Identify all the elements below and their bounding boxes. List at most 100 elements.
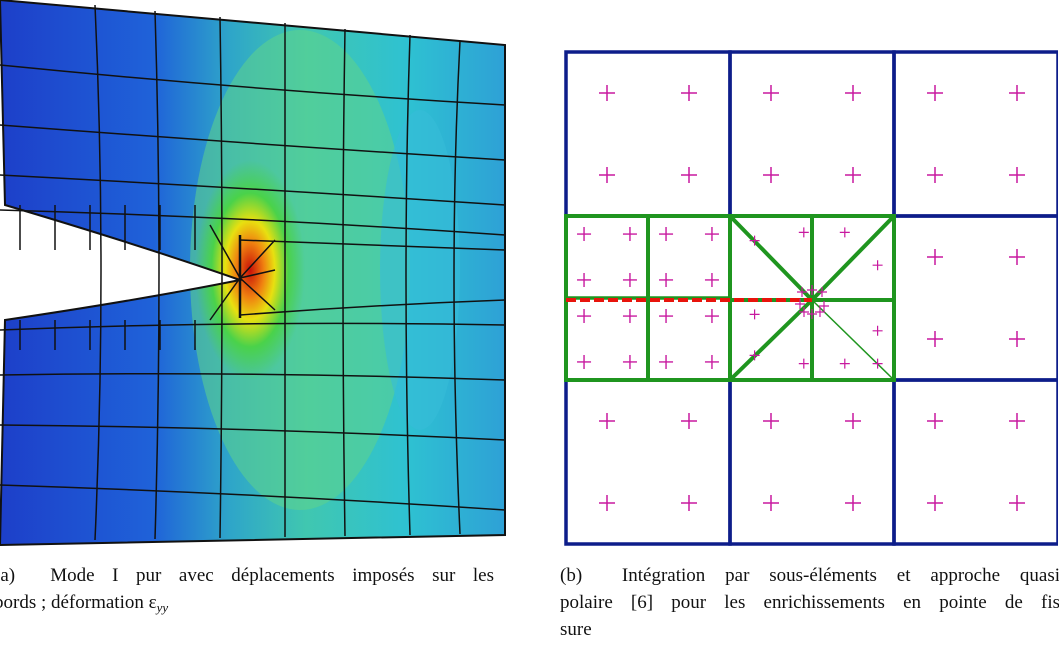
caption-a-label: (a) xyxy=(0,565,16,586)
mesh-horizontal-line xyxy=(239,299,506,316)
gauss-point xyxy=(927,249,943,265)
gauss-point xyxy=(819,301,829,311)
gauss-point xyxy=(577,309,592,324)
mesh-vertical-line xyxy=(453,40,461,535)
deformed-mesh-figure xyxy=(0,0,506,547)
gauss-point xyxy=(704,354,719,369)
gauss-point xyxy=(577,227,592,242)
caption-b: (b) Intégration par sous-éléments et app… xyxy=(560,562,1059,643)
mesh-vertical-line xyxy=(405,34,411,536)
mesh-horizontal-line xyxy=(0,322,506,331)
strain-contour-field xyxy=(0,0,505,545)
gauss-point xyxy=(1009,413,1025,429)
gauss-point xyxy=(1009,495,1025,511)
integration-scheme-figure xyxy=(564,50,1058,546)
element-cell xyxy=(892,214,1058,382)
mesh-vertical-line xyxy=(342,28,346,537)
mesh-crack-tip-edge xyxy=(239,239,276,279)
gauss-point xyxy=(1009,249,1025,265)
gauss-point xyxy=(681,167,697,183)
gauss-points xyxy=(577,85,1025,511)
caption-a-line2: bords ; déformation ε xyxy=(0,592,157,613)
gauss-point xyxy=(577,272,592,287)
gauss-point xyxy=(815,307,825,317)
gauss-point xyxy=(845,167,861,183)
gauss-point xyxy=(704,227,719,242)
gauss-point xyxy=(839,358,850,369)
subelement-edge xyxy=(811,299,895,381)
gauss-point xyxy=(798,227,809,238)
gauss-point xyxy=(845,495,861,511)
mesh-crack-tip-edge xyxy=(209,224,241,279)
gauss-point xyxy=(807,285,817,295)
gauss-point xyxy=(577,354,592,369)
element-cell xyxy=(564,378,732,546)
mesh-vertical-line xyxy=(219,16,223,539)
caption-a: (a) Mode I pur avec déplacements imposés… xyxy=(0,562,494,621)
caption-a-line1: Mode I pur avec déplacements imposés sur… xyxy=(50,565,494,586)
gauss-point xyxy=(763,167,779,183)
gauss-point xyxy=(599,85,615,101)
gauss-point xyxy=(1009,167,1025,183)
gauss-point xyxy=(927,495,943,511)
mesh-horizontal-line xyxy=(0,424,506,441)
element-cell xyxy=(892,50,1058,218)
gauss-point xyxy=(763,413,779,429)
mesh-lines xyxy=(0,4,506,541)
gauss-point xyxy=(927,85,943,101)
gauss-point xyxy=(622,227,637,242)
caption-b-line3: sure xyxy=(560,619,592,640)
caption-b-line1: Intégration par sous-éléments et approch… xyxy=(621,565,1059,586)
gauss-point xyxy=(749,235,760,246)
gauss-point xyxy=(659,354,674,369)
mesh-horizontal-line xyxy=(0,484,506,511)
gauss-point xyxy=(927,167,943,183)
gauss-point xyxy=(839,227,850,238)
gauss-point xyxy=(817,287,827,297)
gauss-point xyxy=(681,413,697,429)
gauss-point xyxy=(749,309,760,320)
specimen-outline xyxy=(0,0,506,547)
gauss-point xyxy=(872,325,883,336)
gauss-point xyxy=(622,272,637,287)
element-cell xyxy=(892,378,1058,546)
caption-b-line2: polaire [6] pour les enrichissements en … xyxy=(560,592,1059,613)
gauss-point xyxy=(704,272,719,287)
gauss-point xyxy=(795,299,805,309)
mesh-horizontal-line xyxy=(0,209,506,236)
element-cell xyxy=(564,50,732,218)
gauss-point xyxy=(872,358,883,369)
gauss-point xyxy=(872,260,883,271)
gauss-point xyxy=(763,85,779,101)
gauss-point xyxy=(622,354,637,369)
mesh-horizontal-line xyxy=(0,124,506,161)
subelement-edge xyxy=(728,214,814,302)
gauss-point xyxy=(622,309,637,324)
gauss-point xyxy=(845,413,861,429)
gauss-point xyxy=(659,272,674,287)
mesh-vertical-line xyxy=(154,10,160,540)
caption-a-subscript: yy xyxy=(156,600,169,615)
gauss-point xyxy=(681,85,697,101)
gauss-point xyxy=(927,413,943,429)
gauss-point xyxy=(599,495,615,511)
gauss-point xyxy=(599,413,615,429)
gauss-point xyxy=(704,309,719,324)
gauss-point xyxy=(927,331,943,347)
gauss-point xyxy=(807,309,817,319)
element-cell xyxy=(728,378,896,546)
gauss-point xyxy=(845,85,861,101)
gauss-point xyxy=(799,307,809,317)
gauss-point xyxy=(763,495,779,511)
gauss-point xyxy=(599,167,615,183)
gauss-point xyxy=(681,495,697,511)
mesh-crack-tip-edge xyxy=(239,277,276,311)
gauss-point xyxy=(659,309,674,324)
mesh-crack-tip-edge xyxy=(209,277,241,321)
gauss-point xyxy=(1009,331,1025,347)
subelement-edge xyxy=(810,214,896,302)
gauss-point xyxy=(659,227,674,242)
mesh-horizontal-line xyxy=(0,64,506,106)
subelement-edge xyxy=(728,298,814,382)
mesh-crack-tip-edge xyxy=(239,269,276,279)
